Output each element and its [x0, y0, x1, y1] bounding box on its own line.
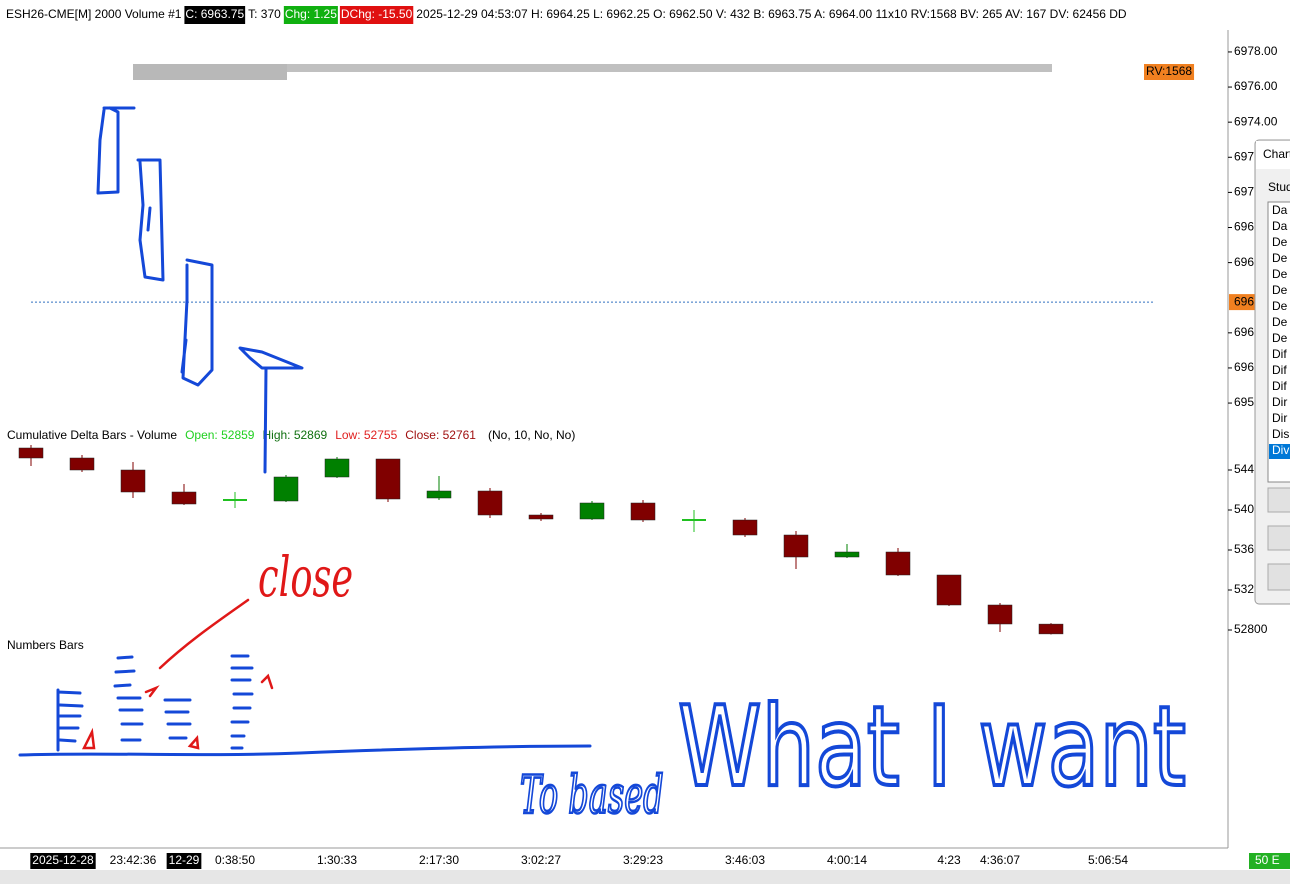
- x-tick-label: 23:42:36: [110, 853, 157, 867]
- x-label-bg: [166, 853, 202, 869]
- hand-drawing: [18, 106, 592, 757]
- header-field: DChg: -15.50: [341, 7, 413, 21]
- header-field: 2025-12-29 04:53:07 H: 6964.25 L: 6962.2…: [416, 7, 1127, 21]
- progress-bar-fill: [133, 64, 287, 80]
- dialog-list: [1267, 201, 1290, 483]
- candle-body: [987, 604, 1013, 625]
- list-item[interactable]: Dif: [1272, 347, 1287, 361]
- list-item[interactable]: Dis: [1272, 427, 1289, 441]
- dialog-title: Chart: [1263, 147, 1290, 161]
- x-tick-label: 3:46:03: [725, 853, 765, 867]
- candle-body: [682, 519, 706, 521]
- x-tick-label: 4:36:07: [980, 853, 1020, 867]
- study-stat: High: 52869: [262, 428, 327, 442]
- header-field: T: 370: [248, 7, 281, 21]
- list-item[interactable]: Da: [1272, 203, 1288, 217]
- study-stat: Close: 52761: [405, 428, 476, 442]
- x-tick-label: 2:17:30: [419, 853, 459, 867]
- study-title: Cumulative Delta Bars - Volume: [7, 428, 177, 442]
- x-tick-label: 2025-12-28: [32, 853, 94, 867]
- header-field-bg: [184, 6, 246, 24]
- x-tick-label: 3:29:23: [623, 853, 663, 867]
- list-item-selected: [1269, 444, 1290, 459]
- candle-body: [732, 519, 758, 536]
- annotation-text: close: [258, 546, 353, 611]
- candle-body: [223, 499, 247, 501]
- study-params: (No, 10, No, No): [488, 428, 575, 442]
- rv-label: RV:1568: [1146, 64, 1192, 78]
- annotation-text: What I want: [678, 684, 1186, 812]
- list-item[interactable]: De: [1272, 251, 1288, 265]
- x-tick-label: 5:06:54: [1088, 853, 1128, 867]
- dialog-button[interactable]: [1267, 525, 1290, 551]
- candle-body: [69, 457, 95, 471]
- list-item[interactable]: De: [1272, 315, 1288, 329]
- x-tick-label: 0:38:50: [215, 853, 255, 867]
- corner-label: 50 E: [1255, 853, 1280, 867]
- header-field-bg: [283, 6, 338, 24]
- header-field: Chg: 1.25: [285, 7, 337, 21]
- list-item[interactable]: De: [1272, 267, 1288, 281]
- annotation-text: To based: [520, 766, 664, 826]
- rv-label-bg: [1144, 64, 1195, 80]
- candle-body: [885, 551, 911, 576]
- candle-body: [579, 502, 605, 520]
- candle-body: [18, 447, 44, 459]
- candle-body: [630, 502, 656, 521]
- header-field: ESH26-CME[M] 2000 Volume #1: [6, 7, 182, 21]
- dialog-titlebar: [1256, 141, 1290, 169]
- list-item[interactable]: Dif: [1272, 363, 1287, 377]
- dialog-button[interactable]: [1267, 563, 1290, 591]
- x-tick-label: 3:02:27: [521, 853, 561, 867]
- list-item[interactable]: De: [1272, 235, 1288, 249]
- status-strip: [0, 870, 1290, 884]
- chart-layer: ESH26-CME[M] 2000 Volume #1 C: 6963.75 T: …: [6, 6, 1281, 869]
- candle-body: [324, 458, 350, 478]
- header-field-bg: [339, 6, 414, 24]
- list-item[interactable]: Dif: [1272, 379, 1287, 393]
- list-item[interactable]: De: [1272, 331, 1288, 345]
- candle-body: [528, 514, 554, 520]
- x-tick-label: 12-29: [169, 853, 200, 867]
- y-tick-label: 52800: [1234, 622, 1268, 636]
- candle-body: [1038, 623, 1064, 635]
- progress-bar: [133, 64, 1052, 72]
- dialog-button[interactable]: [1267, 487, 1290, 513]
- list-item[interactable]: Da: [1272, 219, 1288, 233]
- study-stat: Open: 52859: [185, 428, 255, 442]
- candle-body: [375, 458, 401, 500]
- y-tick-label: 6976.00: [1234, 79, 1278, 93]
- candle-body: [783, 534, 809, 558]
- x-label-bg: [30, 853, 96, 869]
- x-tick-label: 4:00:14: [827, 853, 867, 867]
- list-item[interactable]: De: [1272, 299, 1288, 313]
- study-title: Numbers Bars: [7, 638, 84, 652]
- candle-body: [936, 574, 962, 606]
- x-tick-label: 4:23: [937, 853, 961, 867]
- y-tick-label: 6974.00: [1234, 114, 1278, 128]
- y-tick-label: 6978.00: [1234, 44, 1278, 58]
- candle-body: [477, 490, 503, 516]
- candle-body: [171, 491, 197, 505]
- dialog-section: Stud: [1268, 180, 1290, 194]
- candle-body: [120, 469, 146, 493]
- candle-body: [426, 490, 452, 499]
- study-stat: Low: 52755: [335, 428, 397, 442]
- list-item[interactable]: De: [1272, 283, 1288, 297]
- candle-body: [834, 551, 860, 558]
- list-item[interactable]: Dir: [1272, 411, 1287, 425]
- x-tick-label: 1:30:33: [317, 853, 357, 867]
- list-item[interactable]: Dir: [1272, 395, 1287, 409]
- dialog[interactable]: Chart Stud Da Da De De De De De De De Dif Dif Dif Di…: [1254, 139, 1290, 605]
- header-field: C: 6963.75: [185, 7, 244, 21]
- candle-body: [273, 476, 299, 502]
- corner-badge: [1249, 853, 1290, 869]
- list-item[interactable]: Div: [1272, 443, 1289, 457]
